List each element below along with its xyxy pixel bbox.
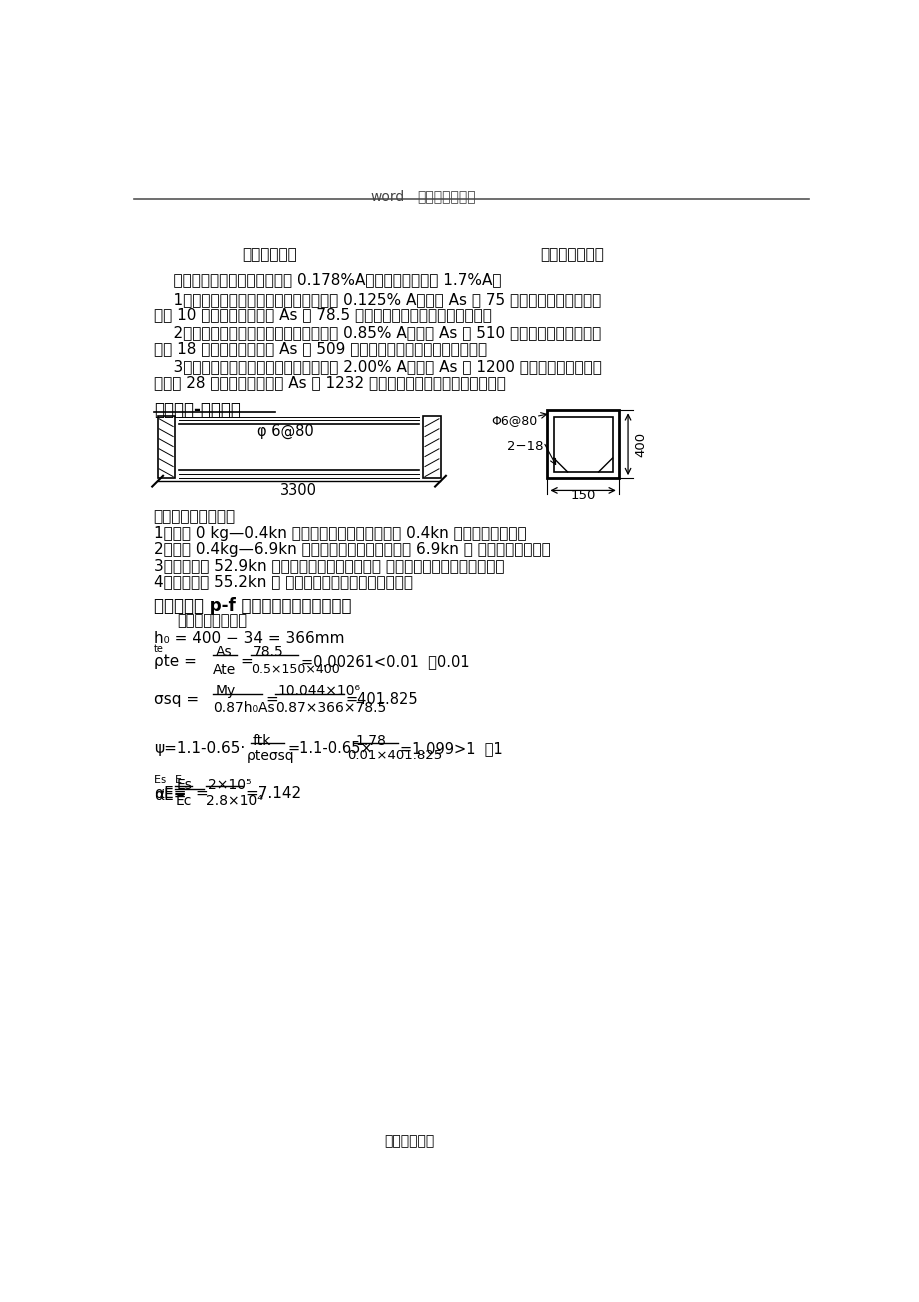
Text: 径为 18 的三级锥筋，实际 As 为 509 平方毫米，经检验满足构造要求。: 径为 18 的三级锥筋，实际 As 为 509 平方毫米，经检验满足构造要求。 [153,341,486,355]
Text: ρteσsq: ρteσsq [246,749,294,763]
Text: 1、荷载 0 kg—0.4kn 属于弹性阶段，当荷载达到 0.4kn 后进入塑性阶段。: 1、荷载 0 kg—0.4kn 属于弹性阶段，当荷载达到 0.4kn 后进入塑性… [153,526,526,540]
Text: 经计算该梁的最小配筋面积为 0.178%A，最大配筋面积为 1.7%A。: 经计算该梁的最小配筋面积为 0.178%A，最大配筋面积为 1.7%A。 [153,272,501,286]
Bar [423,417,440,478]
Text: 专业技术资料: 专业技术资料 [384,1134,434,1148]
Text: αE=: αE= [153,786,186,801]
Text: ρte =: ρte = [153,654,197,669]
Text: 直径为 28 的三级锥筋，实际 As 为 1232 平方毫米，经检验满足构造要求。: 直径为 28 的三级锥筋，实际 As 为 1232 平方毫米，经检验满足构造要求… [153,375,505,389]
Text: 2、荷载 0.4kg—6.9kn 属于塑性阶段，当荷载达到 6.9kn 后 混凝土开始开裂。: 2、荷载 0.4kg—6.9kn 属于塑性阶段，当荷载达到 6.9kn 后 混凝… [153,542,550,557]
Text: 150: 150 [570,488,596,501]
Text: 2−18: 2−18 [506,440,543,453]
Bar [157,417,175,478]
Text: 绘出试验梁 p-f 变形曲线。（计算挠度）: 绘出试验梁 p-f 变形曲线。（计算挠度） [153,596,351,615]
Text: As: As [216,646,233,659]
Text: αE=: αE= [153,788,186,802]
Text: 0.5×150×400: 0.5×150×400 [251,663,340,676]
Text: =: = [265,693,278,707]
Text: 2、在进行适筋破坏计算时配筋面积采用 0.85% A、计算 As 为 510 平方毫米，采用两根直: 2、在进行适筋破坏计算时配筋面积采用 0.85% A、计算 As 为 510 平… [153,326,600,341]
Text: E: E [175,775,181,785]
Text: ftk: ftk [253,734,271,747]
Bar [547,410,618,478]
Text: 78.5: 78.5 [253,646,283,659]
Text: 1.78: 1.78 [355,734,386,747]
Text: =7.142: =7.142 [245,786,301,801]
Text: 0.01×401.825: 0.01×401.825 [347,749,442,762]
Text: （受力简图）: （受力简图） [243,247,297,262]
Text: 极限状态下的挠度: 极限状态下的挠度 [176,613,246,629]
Text: =1.1-0.65×: =1.1-0.65× [287,741,372,756]
Text: word: word [370,190,404,204]
Text: 3、在进行超筋破坏计算时配筋面积采用 2.00% A，计算 As 为 1200 平方毫米，采用两根: 3、在进行超筋破坏计算时配筋面积采用 2.00% A，计算 As 为 1200 … [153,359,601,375]
Text: =: = [196,786,208,801]
Text: =401.825: =401.825 [346,693,418,707]
Text: =: = [240,654,253,669]
Text: 2×10⁵: 2×10⁵ [208,779,251,793]
Text: 3、荷载达到 52.9kn 时锠筋达到受拉屈服强度但 混凝土还未定达到抗压峰値。: 3、荷载达到 52.9kn 时锠筋达到受拉屈服强度但 混凝土还未定达到抗压峰値。 [153,559,504,573]
Text: 适筋破坏-配筋截面: 适筋破坏-配筋截面 [153,401,241,419]
Text: 模拟实验加载数据：: 模拟实验加载数据： [153,509,235,523]
Text: 4、荷载达到 55.2kn 时 混凝土达到抗压峰値该梁破坏。: 4、荷载达到 55.2kn 时 混凝土达到抗压峰値该梁破坏。 [153,574,413,590]
Text: 资料下载可编辑: 资料下载可编辑 [417,190,475,204]
Text: h₀ = 400 − 34 = 366mm: h₀ = 400 − 34 = 366mm [153,630,344,646]
Text: 0.87h₀As: 0.87h₀As [212,702,274,715]
Text: Φ6@80: Φ6@80 [491,414,538,427]
Text: te: te [153,644,164,655]
Text: Es: Es [176,779,193,793]
Text: 400: 400 [633,432,647,457]
Text: φ 6@80: φ 6@80 [256,424,313,439]
Text: 2.8×10⁴: 2.8×10⁴ [206,794,263,807]
Text: Ate: Ate [212,663,235,677]
Text: 1、在进行少筋破坏计算时配筋面积采用 0.125% A、计算 As 为 75 平方毫米，采用一根直: 1、在进行少筋破坏计算时配筋面积采用 0.125% A、计算 As 为 75 平… [153,292,600,307]
Text: σsq =: σsq = [153,693,199,707]
Text: 10.044×10⁶: 10.044×10⁶ [278,684,360,698]
Text: My: My [216,684,236,698]
Text: （设计截面图）: （设计截面图） [539,247,604,262]
Text: E: E [153,775,161,785]
Text: =1.099>1  卢1: =1.099>1 卢1 [400,741,503,756]
Text: s: s [160,775,165,785]
Text: =0.00261<0.01  卢0.01: =0.00261<0.01 卢0.01 [301,654,469,669]
Text: Ec: Ec [176,794,192,807]
Text: 径为 10 的三级锥筋，实际 As 为 78.5 平方毫米，经检验满足构造要求。: 径为 10 的三级锥筋，实际 As 为 78.5 平方毫米，经检验满足构造要求。 [153,307,491,322]
Bar [553,417,612,471]
Text: 3300: 3300 [280,483,317,497]
Text: 0.87×366×78.5: 0.87×366×78.5 [275,702,386,715]
Text: ψ=1.1-0.65·: ψ=1.1-0.65· [153,741,244,756]
